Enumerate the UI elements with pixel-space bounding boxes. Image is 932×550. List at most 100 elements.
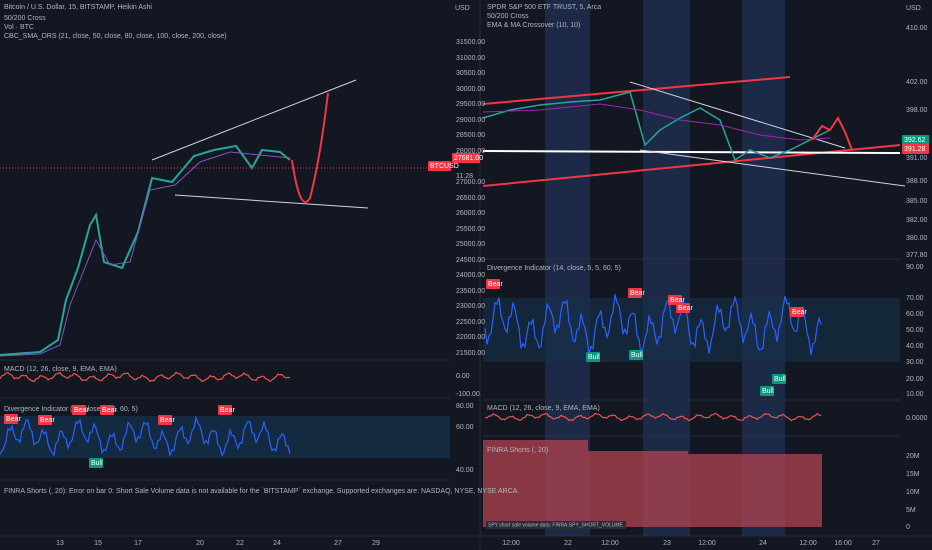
trendline (639, 149, 906, 187)
price-tick: 24500.00 (456, 257, 485, 264)
support-line (482, 150, 901, 154)
price-tick: 25500.00 (456, 226, 485, 233)
price-tick: 28000.00 (456, 148, 485, 155)
signal-label: Bear (160, 417, 175, 424)
signal-label: Bull (91, 460, 103, 467)
short-volume-bars (588, 451, 688, 527)
indicator-label: Vol · BTC (4, 24, 34, 31)
signal-label-bg (100, 405, 114, 415)
time-tick: 17 (134, 540, 142, 547)
price-tick: 26500.00 (456, 195, 485, 202)
signal-label: Bear (488, 281, 503, 288)
indicator-label: 50/200 Cross (4, 15, 46, 22)
countdown: 11:28 (456, 173, 473, 180)
price-tick: 24000.00 (456, 272, 485, 279)
time-tick: 27 (334, 540, 342, 547)
price-tick: 30000.00 (456, 86, 485, 93)
signal-label: Bear (102, 407, 117, 414)
volume-tick: 10M (906, 489, 920, 496)
price-tag: 391.28 (904, 146, 926, 153)
divergence-tick: 40.00 (906, 343, 924, 350)
time-tick: 16:00 (834, 540, 852, 547)
time-tick: 23 (663, 540, 671, 547)
oscillator-line (484, 412, 822, 422)
session-band (742, 0, 785, 536)
short-volume-bars (483, 440, 588, 527)
time-tick: 12:00 (698, 540, 716, 547)
axis-unit: USD (455, 5, 470, 12)
time-tick: 12:00 (601, 540, 619, 547)
signal-label: Bull (762, 388, 774, 395)
indicator-label: Divergence Indicator (14, close, 5, 5, 6… (4, 406, 138, 413)
divergence-tick: 30.00 (906, 359, 924, 366)
projection-line (291, 92, 329, 203)
note-bg (486, 521, 626, 529)
chart-title: SPDR S&P 500 ETF TRUST, 5, Arca (487, 4, 601, 11)
projection-line (811, 116, 853, 151)
signal-label-bg (790, 307, 804, 317)
price-tick: 26000.00 (456, 210, 485, 217)
time-tick: 13 (56, 540, 64, 547)
indicator-label: 50/200 Cross (487, 13, 529, 20)
signal-label-bg (158, 415, 172, 425)
time-tick: 22 (236, 540, 244, 547)
price-tick: 22500.00 (456, 319, 485, 326)
time-tick: 24 (759, 540, 767, 547)
divergence-tick: 10.00 (906, 391, 924, 398)
price-tick: 29500.00 (456, 101, 485, 108)
price-tick: 410.00 (906, 25, 928, 32)
divergence-tick: 70.00 (906, 295, 924, 302)
trendline (629, 81, 846, 149)
error-message: FINRA Shorts (, 20): Error on bar 0: Sho… (4, 488, 519, 495)
signal-label: Bear (220, 407, 235, 414)
signal-label: Bear (670, 297, 685, 304)
divergence-tick: 60.00 (456, 424, 474, 431)
signal-label-bg (218, 405, 232, 415)
oscillator-line (484, 294, 822, 356)
signal-label-bg (72, 405, 86, 415)
indicator-band (483, 298, 900, 362)
trendline (151, 79, 357, 161)
signal-label-bg (760, 386, 774, 396)
price-tick: 29000.00 (456, 117, 485, 124)
price-tick: 31000.00 (456, 55, 485, 62)
signal-label-bg (668, 295, 682, 305)
price-tick: 382.00 (906, 217, 928, 224)
price-tick: 28500.00 (456, 132, 485, 139)
volume-tick: 0 (906, 524, 910, 531)
price-tag-bg (452, 153, 480, 163)
signal-label-bg (89, 458, 103, 468)
short-volume-bars (688, 454, 822, 527)
volume-tick: 15M (906, 471, 920, 478)
price-tick: 385.00 (906, 198, 928, 205)
volume-tick: 20M (906, 453, 920, 460)
time-tick: 12:00 (799, 540, 817, 547)
price-tag: 392.62 (904, 137, 926, 144)
price-tick: 388.00 (906, 178, 928, 185)
signal-label: Bull (588, 354, 600, 361)
price-tick: 25000.00 (456, 241, 485, 248)
macd-tick: -100.00 (456, 391, 480, 398)
price-tick: 402.00 (906, 79, 928, 86)
price-tick: 391.00 (906, 155, 928, 162)
divergence-tick: 40.00 (456, 467, 474, 474)
divergence-tick: 50.00 (906, 327, 924, 334)
signal-label: Bull (631, 352, 643, 359)
indicator-band (0, 416, 450, 458)
axis-unit: USD (906, 5, 921, 12)
signal-label: Bear (630, 290, 645, 297)
indicator-label: MACD (12, 26, close, 9, EMA, EMA) (4, 366, 117, 373)
indicator-label: Divergence Indicator (14, close, 5, 5, 6… (487, 265, 621, 272)
divergence-tick: 60.00 (906, 311, 924, 318)
volume-tick: 5M (906, 507, 916, 514)
price-tag-bg (902, 144, 929, 154)
signal-label-bg (772, 374, 786, 384)
signal-label: Bear (678, 305, 693, 312)
overlay: Bitcoin / U.S. Dollar, 15, BITSTAMP, Hei… (0, 4, 929, 547)
indicator-label: MACD (12, 26, close, 9, EMA, EMA) (487, 405, 600, 412)
chart-title: Bitcoin / U.S. Dollar, 15, BITSTAMP, Hei… (4, 4, 152, 11)
signal-label-bg (628, 288, 642, 298)
signal-label-bg (586, 352, 600, 362)
time-tick: 27 (872, 540, 880, 547)
moving-average (482, 103, 831, 141)
